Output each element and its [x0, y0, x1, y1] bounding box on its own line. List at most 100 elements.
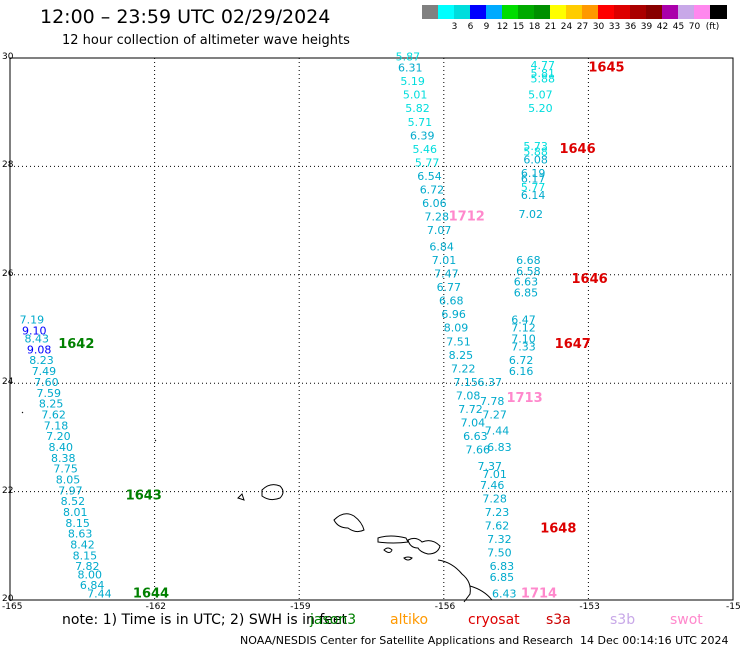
- scale-label: 6: [467, 22, 474, 32]
- scale-cell: [534, 5, 551, 19]
- swh-point: 8.52: [61, 495, 86, 508]
- scale-label: 27: [576, 22, 589, 32]
- x-tick-label: -162: [145, 602, 167, 612]
- swh-point: 6.72: [509, 354, 534, 367]
- swh-point: 6.14: [521, 189, 546, 202]
- swh-point: 6.58: [516, 265, 541, 278]
- swh-point: 5.87: [396, 51, 421, 64]
- x-tick-label: -165: [2, 602, 23, 612]
- swh-point: 7.82: [75, 560, 100, 573]
- island-lanai: [383, 547, 393, 553]
- swh-point: 6.85: [514, 286, 539, 299]
- swh-point: 7.66: [465, 444, 490, 457]
- swh-point: 8.25: [39, 398, 64, 411]
- scale-label: 21: [544, 22, 557, 32]
- swh-point: 5.88: [523, 146, 548, 159]
- swh-point: 7.46: [480, 479, 505, 492]
- swh-point: 6.84: [429, 240, 454, 253]
- color-scale: 3 6 9 12 15 18 21 24 27 30 33 36 39 42 45 70 (ft): [422, 5, 728, 33]
- chart-subtitle: 12 hour collection of altimeter wave hei…: [62, 33, 350, 48]
- pass-time-label: 1646: [559, 142, 595, 157]
- swh-point: 7.72: [458, 403, 483, 416]
- pass-time-label: 1644: [133, 586, 169, 601]
- x-tick-label: -153: [579, 602, 600, 612]
- scale-cell: [518, 5, 535, 19]
- swh-point: 9.10: [22, 324, 47, 337]
- swh-point: 8.23: [29, 354, 53, 367]
- pass-time-label: 1645: [588, 61, 624, 76]
- swh-point: 5.81: [531, 67, 556, 80]
- y-tick-label: 30: [2, 52, 14, 62]
- swh-point: 6.84: [80, 579, 105, 592]
- y-tick-label: 22: [2, 485, 14, 496]
- swh-point: 8.00: [77, 568, 102, 581]
- y-tick-label: 24: [2, 377, 14, 388]
- swh-point: 6.63: [514, 276, 539, 289]
- swh-point: 7.62: [41, 408, 66, 421]
- swh-point: 7.28: [482, 492, 507, 505]
- hawaii-islands: [21, 411, 493, 603]
- swh-point: 6.83: [490, 560, 514, 573]
- satellite-s3b: s3b: [610, 612, 636, 628]
- scale-label: 42: [656, 22, 669, 32]
- swh-point: 7.01: [432, 254, 457, 267]
- scale-cell: [694, 5, 711, 19]
- y-tick-label: 28: [2, 160, 14, 171]
- scale-label: 30: [592, 22, 605, 32]
- swh-point: 8.05: [56, 473, 81, 486]
- scale-cell: [502, 5, 519, 19]
- swh-point: 7.27: [482, 408, 507, 421]
- pass-time-label: 1713: [506, 391, 542, 406]
- swh-point: 7.47: [434, 268, 459, 281]
- swh-point: 8.38: [51, 452, 76, 465]
- swh-point: 6.47: [511, 314, 536, 327]
- scale-cell: [422, 5, 439, 19]
- pass-time-label: 1712: [449, 210, 485, 225]
- pass-time-label: 1642: [58, 337, 94, 352]
- swh-point: 6.06: [422, 197, 447, 210]
- swh-point: 5.20: [528, 102, 553, 115]
- swh-point: 6.19: [521, 167, 546, 180]
- swh-point: 4.77: [531, 59, 556, 72]
- scale-label: 3: [451, 22, 458, 32]
- scale-label: 36: [624, 22, 637, 32]
- swh-point: 7.51: [446, 335, 471, 348]
- swh-point: 5.77: [415, 156, 440, 169]
- swh-point: 6.54: [417, 170, 442, 183]
- scale-label: 15: [512, 22, 525, 32]
- scale-cell: [582, 5, 599, 19]
- swh-point: 6.43: [492, 587, 517, 600]
- footer-note: note: 1) Time is in UTC; 2) SWH is in fe…: [62, 612, 348, 628]
- swh-point: 8.63: [68, 528, 93, 541]
- swh-point: 5.73: [523, 140, 548, 153]
- swh-point: 6.39: [410, 129, 435, 142]
- scale-cell: [710, 5, 727, 19]
- swh-point: 7.22: [451, 362, 476, 375]
- swh-point: 6.72: [420, 184, 445, 197]
- swh-point: 8.09: [444, 322, 469, 335]
- swh-point: 6.77: [437, 281, 462, 294]
- swh-point: 8.01: [63, 506, 88, 519]
- swh-point: 6.68: [439, 295, 464, 308]
- scale-cell: [454, 5, 471, 19]
- altimeter-tracks: 7.199.108.439.088.237.497.607.598.257.62…: [20, 51, 625, 602]
- scale-cell: [438, 5, 455, 19]
- chart-title: 12:00 – 23:59 UTC 02/29/2024: [40, 6, 331, 28]
- scale-cell: [566, 5, 583, 19]
- scale-label: 12: [496, 22, 509, 32]
- footer-credit: NOAA/NESDIS Center for Satellite Applica…: [240, 634, 574, 647]
- swh-point: 7.07: [427, 224, 452, 237]
- swh-point: 7.37: [478, 460, 503, 473]
- swh-point: 7.59: [37, 387, 62, 400]
- swh-point: 7.01: [482, 468, 507, 481]
- swh-point: 7.19: [20, 314, 45, 327]
- swh-point: 6.83: [487, 441, 512, 454]
- swh-point: 7.75: [53, 463, 78, 476]
- pass-time-label: 1714: [521, 586, 557, 601]
- footer-timestamp: 14 Dec 00:14:16 UTC 2024: [580, 634, 729, 647]
- scale-cell: [662, 5, 679, 19]
- swh-point: 7.18: [44, 419, 69, 432]
- scale-unit: (ft): [705, 22, 720, 32]
- swh-point: 7.04: [461, 417, 486, 430]
- swh-point: 7.20: [46, 430, 71, 443]
